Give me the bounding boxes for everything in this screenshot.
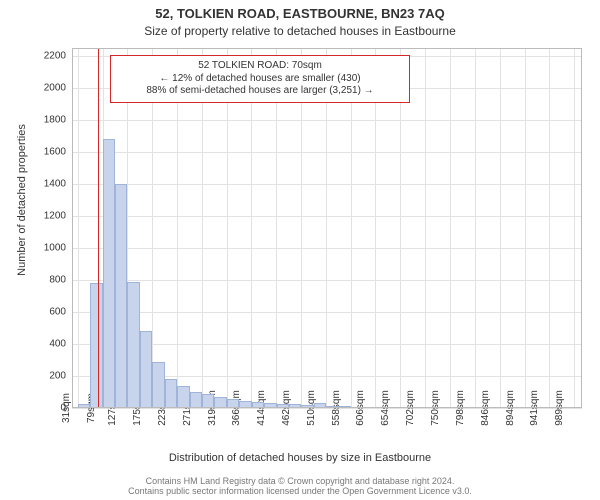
y-tick-label: 1800 — [44, 115, 72, 126]
y-tick-label: 800 — [49, 275, 72, 286]
y-tick-label: 1000 — [44, 243, 72, 254]
y-tick-label: 400 — [49, 339, 72, 350]
y-tick-label: 2200 — [44, 51, 72, 62]
y-tick-label: 2000 — [44, 83, 72, 94]
page-title: 52, TOLKIEN ROAD, EASTBOURNE, BN23 7AQ — [0, 6, 600, 21]
attribution-line-2: Contains public sector information licen… — [0, 486, 600, 496]
x-axis-label: Distribution of detached houses by size … — [0, 452, 600, 464]
x-tick-label: 31sqm — [59, 393, 72, 423]
chart-subtitle: Size of property relative to detached ho… — [0, 24, 600, 38]
y-tick-label: 200 — [49, 371, 72, 382]
y-tick-label: 600 — [49, 307, 72, 318]
y-tick-label: 1200 — [44, 211, 72, 222]
y-axis-label: Number of detached properties — [16, 50, 28, 350]
annotation-line: 88% of semi-detached houses are larger (… — [115, 85, 405, 98]
attribution-line-1: Contains HM Land Registry data © Crown c… — [0, 476, 600, 486]
attribution: Contains HM Land Registry data © Crown c… — [0, 476, 600, 496]
y-tick-label: 1600 — [44, 147, 72, 158]
annotation-line: ← 12% of detached houses are smaller (43… — [115, 73, 405, 86]
y-tick-label: 1400 — [44, 179, 72, 190]
annotation-line: 52 TOLKIEN ROAD: 70sqm — [115, 60, 405, 73]
annotation-box: 52 TOLKIEN ROAD: 70sqm← 12% of detached … — [110, 55, 410, 103]
chart-container: 52, TOLKIEN ROAD, EASTBOURNE, BN23 7AQ S… — [0, 0, 600, 500]
